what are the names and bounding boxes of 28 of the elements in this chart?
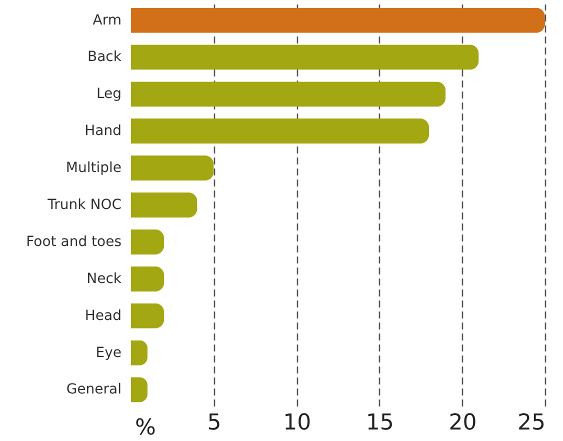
x-axis-title: %: [135, 416, 156, 440]
bar: [131, 377, 148, 402]
bar: [131, 303, 164, 328]
y-tick-label: Multiple: [66, 160, 122, 176]
y-tick-label: Neck: [86, 270, 122, 287]
bar: [131, 192, 198, 218]
bar: [131, 155, 214, 181]
bar: [131, 118, 430, 144]
y-tick-label: General: [66, 382, 122, 398]
y-tick-label: Leg: [96, 86, 122, 102]
x-tick-label: 5: [207, 410, 222, 436]
x-tick-label: 10: [283, 410, 312, 436]
y-tick-label: Hand: [84, 123, 122, 140]
bar: [131, 229, 164, 255]
y-tick-label: Arm: [92, 12, 122, 28]
y-tick-label: Head: [84, 308, 122, 324]
bar: [131, 44, 479, 70]
x-tick-label: 25: [518, 410, 546, 436]
y-tick-label: Eye: [96, 344, 122, 361]
bar: [131, 82, 446, 107]
y-tick-label: Trunk NOC: [46, 197, 122, 213]
bar: [131, 340, 148, 366]
x-tick-label: 20: [448, 410, 477, 436]
bar: [131, 8, 545, 33]
x-tick-label: 15: [366, 410, 394, 436]
y-tick-label: Foot and toes: [26, 234, 122, 250]
y-tick-label: Back: [88, 49, 122, 66]
bar: [131, 266, 164, 292]
